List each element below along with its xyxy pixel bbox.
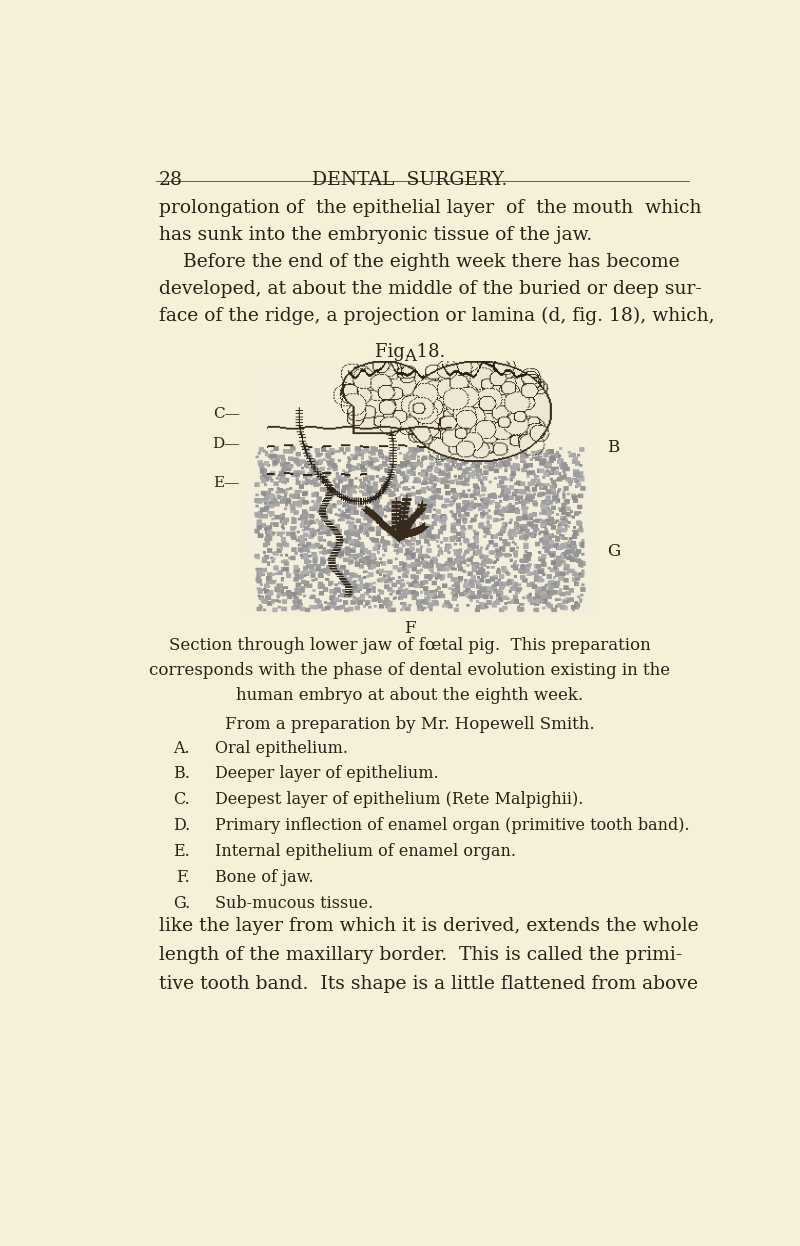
Text: D.: D. — [173, 817, 190, 835]
Text: Bone of jaw.: Bone of jaw. — [214, 870, 314, 886]
Text: like the layer from which it is derived, extends the whole: like the layer from which it is derived,… — [159, 917, 698, 934]
Text: prolongation of  the epithelial layer  of  the mouth  which: prolongation of the epithelial layer of … — [159, 199, 702, 217]
Text: has sunk into the embryonic tissue of the jaw.: has sunk into the embryonic tissue of th… — [159, 227, 592, 244]
Text: F: F — [404, 619, 416, 637]
Text: 28: 28 — [159, 171, 183, 188]
Text: B: B — [607, 440, 619, 456]
Text: F.: F. — [176, 870, 190, 886]
Text: A: A — [404, 348, 416, 365]
Text: G.: G. — [173, 895, 190, 912]
Text: C.: C. — [173, 791, 190, 809]
Text: From a preparation by Mr. Hopewell Smith.: From a preparation by Mr. Hopewell Smith… — [225, 715, 595, 733]
Text: G: G — [607, 543, 620, 559]
Text: E—: E— — [213, 476, 239, 490]
Text: face of the ridge, a projection or lamina (d, fig. 18), which,: face of the ridge, a projection or lamin… — [159, 307, 714, 325]
Text: A.: A. — [174, 740, 190, 756]
Text: D—: D— — [212, 437, 239, 451]
Text: B.: B. — [173, 765, 190, 782]
Text: Oral epithelium.: Oral epithelium. — [214, 740, 348, 756]
Text: Sub-mucous tissue.: Sub-mucous tissue. — [214, 895, 373, 912]
Text: human embryo at about the eighth week.: human embryo at about the eighth week. — [237, 687, 583, 704]
Text: C—: C— — [213, 406, 239, 421]
Text: Primary inflection of enamel organ (primitive tooth band).: Primary inflection of enamel organ (prim… — [214, 817, 690, 835]
Text: developed, at about the middle of the buried or deep sur-: developed, at about the middle of the bu… — [159, 280, 702, 298]
Text: Internal epithelium of enamel organ.: Internal epithelium of enamel organ. — [214, 844, 516, 860]
Text: Before the end of the eighth week there has become: Before the end of the eighth week there … — [159, 253, 679, 272]
Text: Deepest layer of epithelium (Rete Malpighii).: Deepest layer of epithelium (Rete Malpig… — [214, 791, 583, 809]
Text: E.: E. — [173, 844, 190, 860]
Text: DENTAL  SURGERY.: DENTAL SURGERY. — [312, 171, 508, 188]
Text: Deeper layer of epithelium.: Deeper layer of epithelium. — [214, 765, 438, 782]
Text: length of the maxillary border.  This is called the primi-: length of the maxillary border. This is … — [159, 946, 682, 964]
Text: corresponds with the phase of dental evolution existing in the: corresponds with the phase of dental evo… — [150, 662, 670, 679]
Text: Section through lower jaw of fœtal pig.  This preparation: Section through lower jaw of fœtal pig. … — [169, 637, 651, 654]
Text: tive tooth band.  Its shape is a little flattened from above: tive tooth band. Its shape is a little f… — [159, 974, 698, 993]
Text: Fig. 18.: Fig. 18. — [375, 344, 445, 361]
